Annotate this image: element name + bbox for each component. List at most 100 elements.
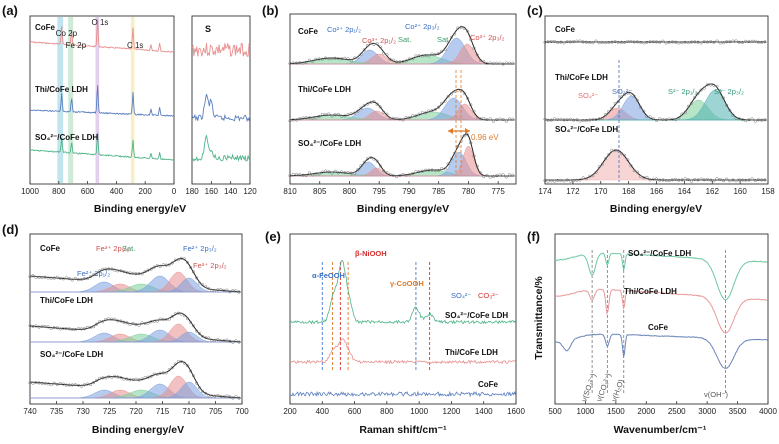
panel-c-data-point xyxy=(607,40,611,45)
panel-b-data-point xyxy=(382,110,386,114)
panel-c-data-point xyxy=(763,118,767,122)
panel-c-data-point xyxy=(705,40,710,44)
panel-d-data-point xyxy=(201,283,205,287)
panel-c-data-point xyxy=(661,117,665,121)
panel-d-data-point xyxy=(146,321,150,325)
panel-a-s-x-ticks: 180 160 140 120 xyxy=(185,181,257,196)
panel-b-fitted-peaks xyxy=(289,37,516,177)
panel-d-data-point xyxy=(198,386,202,390)
panel-b-data-point xyxy=(385,171,389,175)
panel-a-sample-cofe: CoFe xyxy=(35,23,56,32)
panel-d-data-point xyxy=(161,371,165,375)
panel-c-data-point xyxy=(584,40,588,44)
panel-d-data-point xyxy=(37,381,41,385)
panel-b-data-point xyxy=(317,57,321,61)
panel-c-data-point xyxy=(635,98,639,102)
panel-c-data-point xyxy=(559,40,563,44)
panel-c-data-point xyxy=(619,40,624,44)
panel-b-data-point xyxy=(427,109,431,113)
panel-b-data-point xyxy=(469,141,473,145)
panel-c-data-point xyxy=(693,40,697,44)
panel-e-spectrum xyxy=(289,390,517,398)
panel-d-data-point xyxy=(31,274,35,278)
panel-e-ann-niooh: β-NiOOH xyxy=(355,249,387,258)
panel-d-data-point xyxy=(149,320,153,324)
panel-d-data-point xyxy=(137,323,141,327)
panel-d-data-point xyxy=(173,312,177,316)
panel-b-ann-co3-12: Co³⁺ 2p₁/₂ xyxy=(362,36,396,45)
panel-b-ann-co2-32: Co²⁺ 2p₃/₂ xyxy=(405,22,440,31)
panel-b-data-point xyxy=(407,116,412,120)
panel-b-data-point xyxy=(333,113,337,117)
panel-c-data-point xyxy=(740,40,745,45)
panel-c-data-point xyxy=(753,119,757,123)
panel-c-sample-thi: Thi/CoFe LDH xyxy=(555,73,608,82)
panel-d-data-point xyxy=(216,393,220,397)
panel-d-data-point xyxy=(107,375,111,379)
panel-d-data-point xyxy=(89,274,93,279)
panel-d-data-point xyxy=(191,270,196,274)
panel-b-data-point xyxy=(401,172,405,177)
panel-e-spectrum xyxy=(289,338,516,365)
panel-d-data-point xyxy=(43,275,47,279)
panel-c-data-point xyxy=(616,40,620,45)
panel-b-data-point xyxy=(378,164,382,168)
panel-b-data-point xyxy=(323,113,328,117)
panel-c-data-point xyxy=(699,41,703,45)
panel-b-data-point xyxy=(343,170,347,175)
panel-d-data-point xyxy=(104,317,108,322)
panel-c-data-point xyxy=(578,119,582,123)
panel-f: (f) 500 1000 1500 2000 2500 3000 3500 4000 SO₄²… xyxy=(527,229,777,436)
panel-d-data-point xyxy=(216,288,220,292)
panel-b-data-point xyxy=(462,26,466,30)
panel-d-data-point xyxy=(137,272,141,276)
panel-b-data-point xyxy=(507,173,512,177)
panel-d-data-point xyxy=(95,322,99,326)
panel-b-data-point xyxy=(288,119,292,123)
panel-c-data-point xyxy=(648,40,652,44)
panel-a-s-tick-label: 120 xyxy=(243,187,257,196)
panel-d-data-point xyxy=(82,327,87,331)
panel-d-sample-thi: Thi/CoFe LDH xyxy=(40,296,93,305)
panel-b-data-point xyxy=(469,103,473,107)
panel-b-data-point xyxy=(317,114,321,119)
panel-b-data-point xyxy=(362,103,366,107)
panel-d-data-point xyxy=(216,338,220,342)
panel-d-data-point xyxy=(204,336,208,340)
panel-c-data-point xyxy=(591,117,595,122)
panel-c-data-point xyxy=(594,171,598,175)
panel-c-data-point xyxy=(677,116,681,120)
panel-d-xlabel: Binding energy/eV xyxy=(92,424,184,436)
panel-b-data-point xyxy=(475,164,479,168)
panel-c-data-point xyxy=(731,39,735,43)
panel-d-data-point xyxy=(170,314,174,319)
panel-a-peak-label: C 1s xyxy=(127,41,143,50)
panel-b-data-point xyxy=(414,54,418,58)
panel-d-data-point xyxy=(179,359,183,364)
panel-b-frame xyxy=(289,13,517,185)
panel-b-data-point xyxy=(340,170,344,174)
panel-d-fitted-peaks xyxy=(30,271,242,399)
panel-c-data-point xyxy=(737,117,741,121)
panel-b-tick-label: 810 xyxy=(283,187,297,196)
panel-c-data-point xyxy=(756,40,760,44)
panel-c-data-point xyxy=(613,40,617,44)
panel-d-data-point xyxy=(152,265,156,269)
panel-c-data-point xyxy=(588,118,592,122)
panel-b-data-point xyxy=(304,60,308,64)
panel-d-data-point xyxy=(140,321,144,325)
panel-d-data-point xyxy=(119,319,123,323)
panel-d-data-point xyxy=(116,319,120,323)
panel-c-data-point xyxy=(597,117,601,121)
panel-b-data-point xyxy=(430,52,434,56)
panel-b-data-point xyxy=(495,117,499,122)
panel-c-data-point xyxy=(549,39,553,44)
panel-b-data-point xyxy=(378,105,382,109)
panel-d-curves xyxy=(28,256,241,400)
panel-b-data-point xyxy=(359,52,363,56)
panel-b-data-point xyxy=(394,175,399,179)
panel-d-data-point xyxy=(61,277,65,281)
panel-b-data-point xyxy=(453,32,457,36)
panel-c-data-point xyxy=(603,41,608,45)
panel-d-data-point xyxy=(122,377,126,381)
